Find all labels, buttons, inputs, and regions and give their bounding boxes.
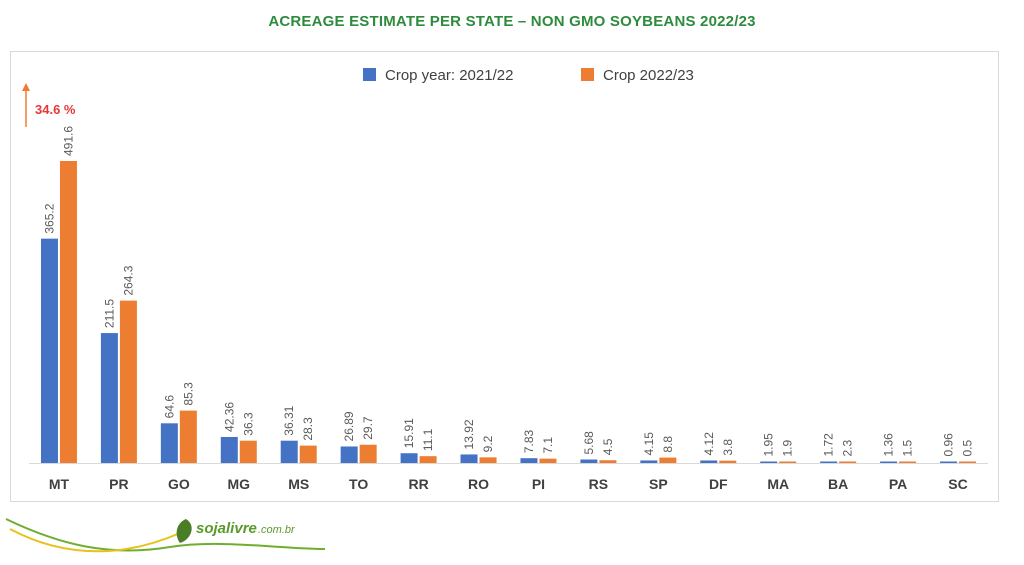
- bar-pr-series1: [100, 333, 118, 463]
- x-tick-label-pi: PI: [532, 476, 545, 492]
- data-label-to-series1: 26.89: [342, 411, 356, 441]
- legend-swatch-series1: [363, 68, 376, 81]
- sojalivre-logo: sojalivre .com.br: [5, 518, 326, 553]
- data-label-sp-series1: 4.15: [642, 432, 656, 456]
- legend-swatch-series2: [581, 68, 594, 81]
- data-label-sc-series2: 0.5: [961, 439, 975, 456]
- data-label-pr-series1: 211.5: [102, 299, 116, 328]
- logo-swoosh-yellow: [9, 528, 181, 553]
- bar-rr-series1: [400, 453, 418, 463]
- bar-chart: 365.2 491.6 MT 211.5 264.3 PR 64.6 85.3 GO 42.36 3…: [22, 67, 988, 492]
- data-label-to-series2: 29.7: [361, 416, 375, 440]
- data-label-go-series2: 85.3: [181, 382, 195, 406]
- data-label-sc-series1: 0.96: [942, 433, 956, 457]
- data-label-ba-series1: 1.72: [822, 433, 836, 457]
- bar-go-series2: [179, 410, 197, 463]
- legend-label-series1: Crop year: 2021/22: [385, 67, 513, 84]
- data-label-ro-series2: 9.2: [481, 435, 495, 452]
- data-label-mg-series1: 42.36: [222, 402, 236, 432]
- bar-sc-series2: [959, 461, 977, 463]
- data-label-mt-series2: 491.6: [61, 126, 75, 156]
- data-label-go-series1: 64.6: [162, 395, 176, 419]
- x-tick-label-ro: RO: [468, 476, 489, 492]
- bar-mt-series1: [40, 238, 58, 463]
- bar-mg-series1: [220, 436, 238, 463]
- x-tick-label-pa: PA: [889, 476, 907, 492]
- x-tick-label-ms: MS: [288, 476, 309, 492]
- x-tick-label-go: GO: [168, 476, 190, 492]
- data-label-df-series1: 4.12: [702, 432, 716, 456]
- legend-label-series2: Crop 2022/23: [603, 67, 694, 84]
- bar-df-series1: [700, 460, 718, 463]
- bar-ma-series2: [779, 461, 797, 463]
- bar-sc-series1: [940, 461, 958, 463]
- bar-to-series2: [359, 444, 377, 463]
- bar-pi-series2: [539, 458, 557, 463]
- data-label-rs-series2: 4.5: [601, 438, 615, 455]
- data-label-mt-series1: 365.2: [42, 203, 56, 233]
- x-tick-label-rr: RR: [408, 476, 428, 492]
- bar-mt-series2: [59, 161, 77, 463]
- bar-ba-series2: [839, 461, 857, 463]
- bar-pa-series1: [880, 461, 898, 463]
- bar-sp-series1: [640, 460, 658, 463]
- bar-ma-series1: [760, 461, 778, 463]
- growth-annotation: 34.6 %: [35, 102, 76, 117]
- chart-title: ACREAGE ESTIMATE PER STATE – NON GMO SOY…: [268, 13, 756, 30]
- data-label-pa-series1: 1.36: [882, 433, 896, 457]
- data-label-ma-series1: 1.95: [762, 433, 776, 457]
- bar-mg-series2: [239, 440, 257, 463]
- bar-pr-series2: [119, 300, 137, 463]
- data-label-sp-series2: 8.8: [661, 436, 675, 453]
- data-label-df-series2: 3.8: [721, 439, 735, 456]
- bar-to-series1: [340, 446, 358, 463]
- x-tick-label-mg: MG: [228, 476, 251, 492]
- data-label-mg-series2: 36.3: [241, 412, 255, 436]
- bar-ro-series2: [479, 457, 497, 463]
- data-label-rr-series2: 11.1: [421, 428, 435, 451]
- bar-go-series1: [160, 423, 178, 463]
- leaf-icon: [176, 519, 192, 543]
- data-label-ma-series2: 1.9: [781, 439, 795, 456]
- x-tick-label-pr: PR: [109, 476, 128, 492]
- data-label-rs-series1: 5.68: [582, 431, 596, 455]
- x-tick-label-df: DF: [709, 476, 728, 492]
- bar-ms-series1: [280, 440, 298, 463]
- data-label-ba-series2: 2.3: [841, 439, 855, 456]
- data-label-pi-series1: 7.83: [522, 430, 536, 454]
- x-tick-label-sp: SP: [649, 476, 668, 492]
- data-label-pr-series2: 264.3: [121, 265, 135, 295]
- x-tick-label-sc: SC: [948, 476, 967, 492]
- data-label-pi-series2: 7.1: [541, 437, 555, 454]
- bar-df-series2: [719, 460, 737, 463]
- data-label-pa-series2: 1.5: [901, 439, 915, 456]
- logo-swoosh-green: [5, 518, 326, 552]
- data-label-rr-series1: 15.91: [402, 418, 416, 448]
- logo-domain: .com.br: [258, 524, 296, 536]
- logo-text: sojalivre: [196, 520, 257, 537]
- x-tick-label-rs: RS: [589, 476, 608, 492]
- bar-ms-series2: [299, 445, 317, 463]
- bar-rs-series1: [580, 459, 598, 463]
- data-label-ro-series1: 13.92: [462, 419, 476, 449]
- bar-rs-series2: [599, 460, 617, 463]
- bar-sp-series2: [659, 457, 677, 463]
- bar-pa-series2: [899, 461, 917, 463]
- bar-ba-series1: [820, 461, 838, 463]
- x-tick-label-ma: MA: [767, 476, 789, 492]
- bar-ro-series1: [460, 454, 478, 463]
- bar-rr-series2: [419, 456, 437, 463]
- data-label-ms-series1: 36.31: [282, 405, 296, 435]
- annotation-arrow-icon: [22, 83, 30, 91]
- bar-pi-series1: [520, 458, 538, 463]
- data-label-ms-series2: 28.3: [301, 417, 315, 441]
- chart-frame: 365.2 491.6 MT 211.5 264.3 PR 64.6 85.3 GO 42.36 3…: [10, 51, 999, 502]
- x-tick-label-to: TO: [349, 476, 368, 492]
- x-tick-label-ba: BA: [828, 476, 848, 492]
- x-tick-label-mt: MT: [49, 476, 70, 492]
